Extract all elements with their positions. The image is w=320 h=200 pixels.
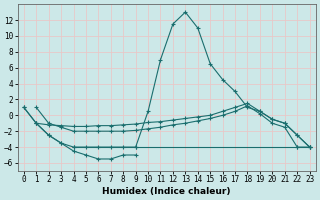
- X-axis label: Humidex (Indice chaleur): Humidex (Indice chaleur): [102, 187, 231, 196]
